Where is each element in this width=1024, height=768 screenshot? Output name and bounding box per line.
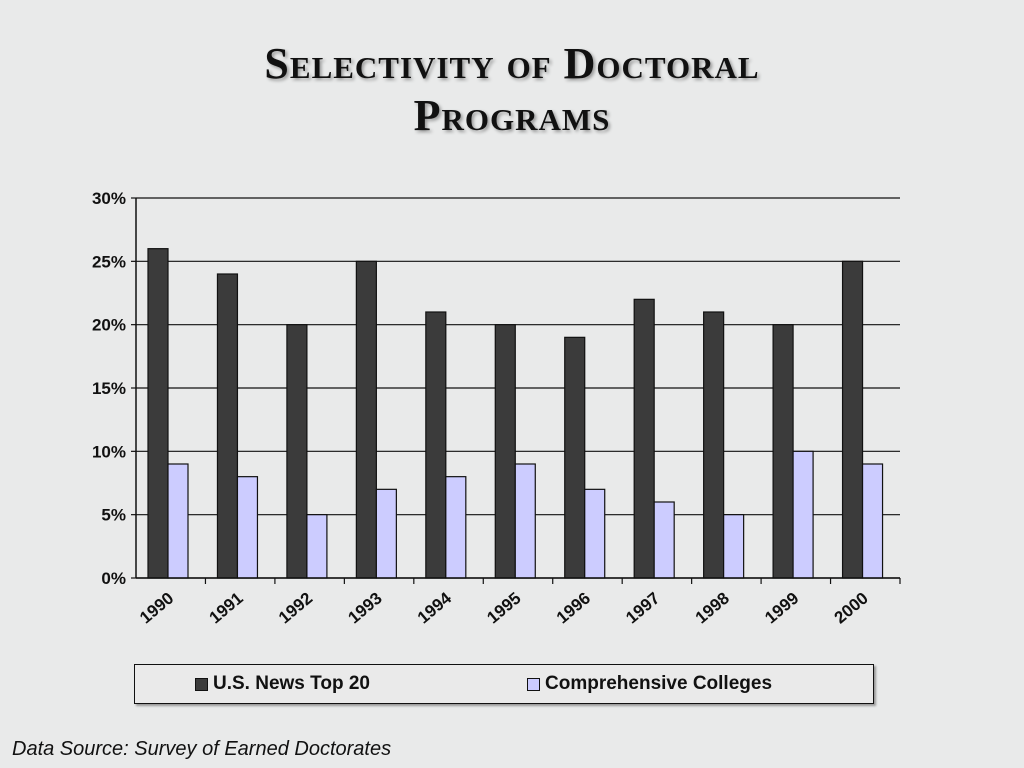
- x-tick-label: 1999: [761, 589, 802, 628]
- title-line-1: Selectivity of Doctoral: [264, 39, 760, 88]
- x-tick-label: 1995: [483, 589, 524, 628]
- bar-comprehensive-1998: [723, 514, 745, 579]
- y-tick-label: 0%: [101, 569, 126, 588]
- x-tick-label: 1990: [136, 589, 177, 628]
- bar-us-news-1993: [355, 260, 377, 579]
- bar-chart: 0% 5% 10% 15% 20% 25% 30% 1990 1991 1992 1993 1994 1…: [92, 189, 901, 628]
- data-source-note: Data Source: Survey of Earned Doctorates: [12, 738, 392, 760]
- legend-swatch-comprehensive: [527, 677, 540, 691]
- x-tick-label: 1993: [344, 589, 385, 628]
- bar-us-news-2000: [841, 260, 864, 579]
- y-tick-label: 10%: [92, 442, 126, 461]
- bar-us-news-1990: [147, 248, 169, 579]
- bar-comprehensive-1993: [375, 488, 397, 579]
- legend-swatch-us-news: [195, 677, 208, 691]
- bar-us-news-1998: [703, 311, 725, 579]
- bar-comprehensive-1992: [306, 514, 328, 579]
- bar-comprehensive-1995: [514, 463, 536, 579]
- y-tick-label: 5%: [101, 506, 126, 525]
- bar-us-news-1996: [564, 336, 586, 579]
- x-tick-label: 1998: [692, 589, 733, 628]
- bar-us-news-1994: [425, 311, 447, 579]
- bar-us-news-1999: [772, 324, 794, 579]
- title-line-2: Programs: [413, 91, 611, 140]
- x-tick-label: 2000: [831, 589, 872, 628]
- bar-comprehensive-1996: [584, 488, 606, 579]
- x-tick-label: 1997: [622, 589, 663, 628]
- bar-comprehensive-2000: [861, 463, 884, 579]
- bar-us-news-1991: [216, 273, 239, 579]
- y-tick-label: 20%: [92, 316, 126, 335]
- bar-comprehensive-1990: [167, 463, 189, 579]
- bar-comprehensive-1999: [792, 450, 814, 579]
- y-tick-label: 30%: [92, 189, 126, 208]
- bar-us-news-1995: [494, 324, 516, 579]
- legend-item-us-news: U.S. News Top 20: [195, 673, 370, 695]
- legend-label-us-news: U.S. News Top 20: [213, 673, 370, 694]
- chart-legend: U.S. News Top 20 Comprehensive Colleges: [134, 664, 874, 704]
- x-tick-label: 1992: [275, 589, 316, 628]
- chart-title: Selectivity of Doctoral Programs: [0, 38, 1024, 142]
- x-tick-label: 1996: [553, 589, 594, 628]
- y-tick-label: 25%: [92, 252, 126, 271]
- bar-us-news-1992: [286, 324, 308, 579]
- bar-comprehensive-1994: [445, 476, 467, 579]
- x-tick-label: 1991: [206, 589, 247, 628]
- legend-item-comprehensive: Comprehensive Colleges: [527, 673, 772, 695]
- y-tick-label: 15%: [92, 379, 126, 398]
- bar-comprehensive-1991: [236, 476, 259, 579]
- bar-comprehensive-1997: [653, 501, 675, 579]
- bar-us-news-1997: [633, 298, 655, 579]
- x-tick-label: 1994: [414, 588, 456, 627]
- legend-label-comprehensive: Comprehensive Colleges: [545, 673, 773, 694]
